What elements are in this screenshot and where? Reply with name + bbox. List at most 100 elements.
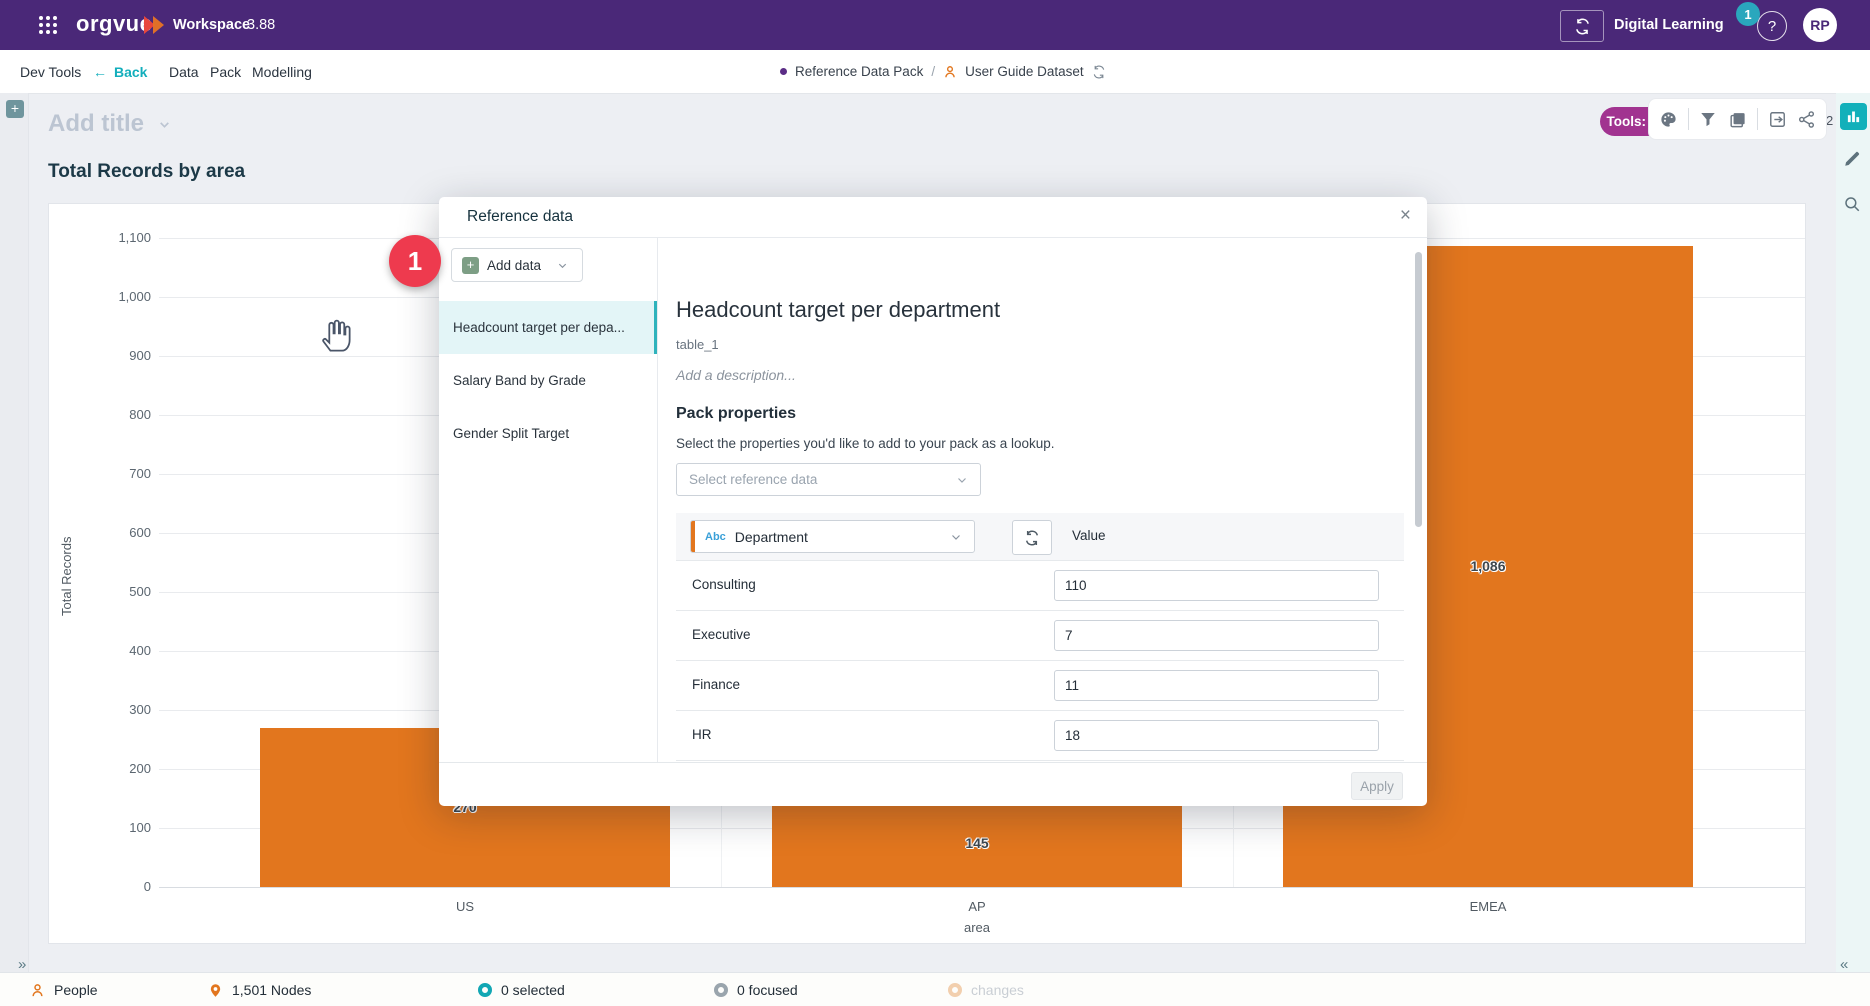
focused-label: 0 focused bbox=[737, 982, 798, 998]
list-item-salary-band[interactable]: Salary Band by Grade bbox=[453, 373, 586, 388]
value-input[interactable] bbox=[1054, 720, 1379, 751]
expand-left-panel-chevrons[interactable]: » bbox=[18, 956, 27, 973]
row-label: Consulting bbox=[692, 577, 756, 592]
row-label: Executive bbox=[692, 627, 751, 642]
back-arrow-icon: ← bbox=[93, 63, 107, 80]
focused-count: 0 focused bbox=[714, 973, 798, 1006]
people-selector[interactable]: People bbox=[30, 973, 98, 1006]
help-button[interactable]: ? bbox=[1757, 11, 1787, 41]
list-item-gender-split[interactable]: Gender Split Target bbox=[453, 426, 570, 441]
edit-pencil-icon[interactable] bbox=[1843, 150, 1861, 168]
x-tick-label: AP bbox=[968, 899, 986, 914]
back-label: Back bbox=[114, 63, 148, 80]
nav-dev-tools[interactable]: Dev Tools bbox=[20, 63, 82, 80]
product-name: Workspace bbox=[173, 17, 251, 33]
chart-actions-toolbar bbox=[1648, 98, 1827, 140]
person-icon bbox=[32, 983, 43, 996]
add-data-button[interactable]: + Add data bbox=[451, 248, 583, 282]
export-icon[interactable] bbox=[1768, 110, 1787, 129]
x-tick-label: US bbox=[455, 899, 475, 914]
toolbar-divider bbox=[1756, 108, 1758, 130]
user-avatar[interactable]: RP bbox=[1803, 8, 1837, 42]
x-tick-label: EMEA bbox=[1469, 899, 1507, 914]
y-tick-label: 400 bbox=[129, 643, 151, 658]
changes-label: changes bbox=[971, 982, 1024, 998]
table-row: IT Programme Delivery bbox=[676, 760, 1404, 762]
nav-modelling[interactable]: Modelling bbox=[252, 63, 312, 80]
reference-table-list: Headcount target per depa... Salary Band… bbox=[439, 301, 657, 460]
apps-grid-icon[interactable] bbox=[36, 13, 60, 37]
sync-icon bbox=[1575, 18, 1589, 34]
nav-data[interactable]: Data bbox=[169, 63, 199, 80]
chart-heading: Total Records by area bbox=[48, 161, 246, 182]
refresh-icon bbox=[1025, 530, 1039, 545]
workspace-name[interactable]: Digital Learning bbox=[1614, 17, 1724, 33]
add-title-placeholder[interactable]: Add title bbox=[48, 110, 171, 138]
table-row: Consulting bbox=[676, 560, 1404, 610]
palette-icon[interactable] bbox=[1659, 110, 1678, 129]
row-label: HR bbox=[692, 727, 712, 742]
selected-icon bbox=[478, 983, 492, 997]
focused-icon bbox=[714, 983, 728, 997]
add-data-label: Add data bbox=[487, 257, 542, 273]
select-reference-data-dropdown[interactable]: Select reference data bbox=[676, 463, 981, 496]
chevron-down-icon bbox=[958, 477, 966, 483]
plus-icon: + bbox=[462, 256, 479, 274]
add-panel-button[interactable]: + bbox=[6, 100, 24, 118]
chevron-down-icon bbox=[160, 121, 169, 128]
value-input[interactable] bbox=[1054, 570, 1379, 601]
text-type-accent bbox=[691, 521, 695, 552]
left-rail bbox=[0, 93, 29, 972]
layers-icon[interactable] bbox=[1728, 110, 1747, 129]
breadcrumb-separator: / bbox=[931, 64, 936, 79]
share-icon[interactable] bbox=[1797, 110, 1816, 129]
modal-header: Reference data × bbox=[439, 197, 1427, 238]
filter-icon[interactable] bbox=[1699, 110, 1717, 128]
y-gridline bbox=[159, 887, 1805, 888]
apply-button[interactable]: Apply bbox=[1351, 772, 1403, 800]
reference-data-modal: Reference data × + Add data Headcount ta… bbox=[439, 197, 1427, 806]
product-version: 3.88 bbox=[247, 17, 276, 33]
y-tick-label: 700 bbox=[129, 466, 151, 481]
value-input[interactable] bbox=[1054, 670, 1379, 701]
workspace-sync-button[interactable] bbox=[1560, 10, 1604, 42]
nav-pack[interactable]: Pack bbox=[210, 63, 242, 80]
collapse-right-panel-chevrons[interactable]: « bbox=[1840, 956, 1849, 973]
orgvue-logo[interactable]: orgvue bbox=[76, 11, 153, 36]
y-axis-title: Total Records bbox=[59, 536, 74, 616]
person-icon bbox=[945, 65, 955, 77]
key-column-dropdown[interactable]: Abc Department bbox=[690, 520, 975, 553]
y-tick-label: 1,000 bbox=[118, 289, 151, 304]
annotation-step-badge: 1 bbox=[389, 235, 441, 287]
row-label: Finance bbox=[692, 677, 741, 692]
properties-table-header: Abc Department Value bbox=[676, 513, 1404, 560]
breadcrumb-dataset[interactable]: User Guide Dataset bbox=[965, 64, 1084, 79]
chart-view-button[interactable] bbox=[1840, 103, 1867, 130]
key-column-name: Department bbox=[734, 528, 808, 545]
back-button[interactable]: ← Back bbox=[93, 50, 147, 93]
y-tick-label: 900 bbox=[129, 348, 151, 363]
search-icon[interactable] bbox=[1843, 195, 1861, 213]
modal-scrollbar[interactable] bbox=[1415, 252, 1422, 527]
bar-chart-icon bbox=[1847, 111, 1860, 123]
modal-detail-panel: Headcount target per department table_1 … bbox=[657, 237, 1427, 762]
pack-properties-heading: Pack properties bbox=[676, 405, 797, 422]
dataset-refresh-icon[interactable] bbox=[1092, 65, 1106, 79]
y-tick-label: 500 bbox=[129, 584, 151, 599]
table-row: Executive bbox=[676, 610, 1404, 660]
value-input[interactable] bbox=[1054, 620, 1379, 651]
refresh-key-button[interactable] bbox=[1012, 520, 1052, 555]
notification-badge[interactable]: 1 bbox=[1736, 2, 1760, 26]
list-item-headcount-target[interactable]: Headcount target per depa... bbox=[439, 301, 657, 354]
close-icon[interactable]: × bbox=[1399, 205, 1411, 226]
nodes-pin-icon bbox=[210, 983, 221, 997]
bar-ap[interactable] bbox=[772, 801, 1182, 887]
y-tick-label: 0 bbox=[143, 879, 151, 894]
status-bar: People 1,501 Nodes 0 selected 0 focused … bbox=[0, 972, 1870, 1006]
nav-bar: Dev Tools ← Back Data Pack Modelling Ref… bbox=[0, 50, 1870, 136]
breadcrumb-pack[interactable]: Reference Data Pack bbox=[795, 64, 924, 79]
people-label: People bbox=[54, 982, 98, 998]
description-placeholder[interactable]: Add a description... bbox=[676, 367, 796, 383]
properties-table: Abc Department Value Consulting bbox=[676, 513, 1404, 762]
